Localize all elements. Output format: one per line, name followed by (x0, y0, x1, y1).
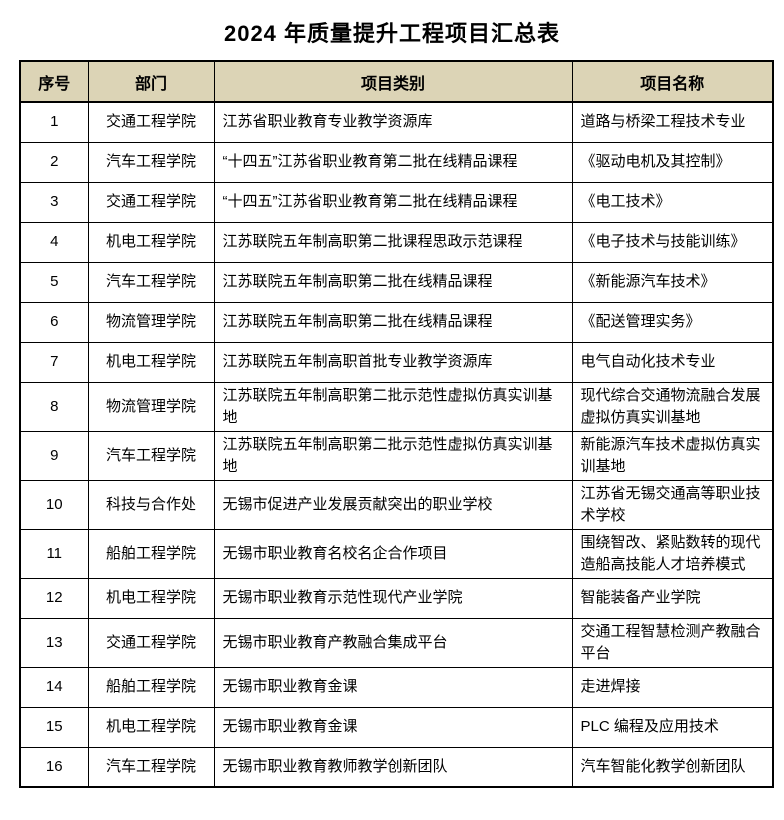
page-title: 2024 年质量提升工程项目汇总表 (223, 21, 561, 46)
row-number-cell: 6 (19, 301, 89, 343)
name-cell: 交通工程智慧检测产教融合平台 (571, 617, 774, 668)
category-cell: 江苏联院五年制高职首批专业教学资源库 (213, 341, 573, 383)
category-cell: 无锡市职业教育教师教学创新团队 (213, 746, 573, 788)
name-cell: 智能装备产业学院 (571, 577, 774, 619)
dept-cell: 机电工程学院 (87, 706, 215, 748)
column-header-no: 序号 (19, 60, 89, 103)
column-header-category: 项目类别 (213, 60, 573, 103)
table-row: 13 交通工程学院 无锡市职业教育产教融合集成平台 交通工程智慧检测产教融合平台 (19, 617, 774, 668)
name-cell: 现代综合交通物流融合发展虚拟仿真实训基地 (571, 381, 774, 432)
dept-cell: 交通工程学院 (87, 101, 215, 143)
name-cell: 围绕智改、紧贴数转的现代造船高技能人才培养模式 (571, 528, 774, 579)
dept-cell: 汽车工程学院 (87, 746, 215, 788)
row-number-cell: 14 (19, 666, 89, 708)
dept-cell: 机电工程学院 (87, 577, 215, 619)
row-number-cell: 12 (19, 577, 89, 619)
category-cell: 无锡市职业教育名校名企合作项目 (213, 528, 573, 579)
row-number-cell: 4 (19, 221, 89, 263)
table-row: 11 船舶工程学院 无锡市职业教育名校名企合作项目 围绕智改、紧贴数转的现代造船高技能… (19, 528, 774, 579)
dept-cell: 船舶工程学院 (87, 528, 215, 579)
category-cell: 无锡市职业教育金课 (213, 706, 573, 748)
dept-cell: 汽车工程学院 (87, 261, 215, 303)
row-number-cell: 15 (19, 706, 89, 748)
table-row: 4 机电工程学院 江苏联院五年制高职第二批课程思政示范课程 《电子技术与技能训练》 (19, 221, 774, 263)
dept-cell: 物流管理学院 (87, 301, 215, 343)
dept-cell: 汽车工程学院 (87, 141, 215, 183)
name-cell: 《驱动电机及其控制》 (571, 141, 774, 183)
name-cell: 道路与桥梁工程技术专业 (571, 101, 774, 143)
name-cell: 新能源汽车技术虚拟仿真实训基地 (571, 430, 774, 481)
table-body: 1 交通工程学院 江苏省职业教育专业教学资源库 道路与桥梁工程技术专业 2 汽车工程学院 “… (19, 101, 774, 788)
column-header-name: 项目名称 (571, 60, 774, 103)
table-row: 6 物流管理学院 江苏联院五年制高职第二批在线精品课程 《配送管理实务》 (19, 301, 774, 343)
row-number-cell: 5 (19, 261, 89, 303)
name-cell: 《电子技术与技能训练》 (571, 221, 774, 263)
projects-table: 序号 部门 项目类别 项目名称 1 交通工程学院 江苏省职业教育专业教学资源库 道路与… (19, 60, 774, 788)
category-cell: 无锡市职业教育金课 (213, 666, 573, 708)
column-header-dept: 部门 (87, 60, 215, 103)
dept-cell: 交通工程学院 (87, 181, 215, 223)
category-cell: 江苏联院五年制高职第二批示范性虚拟仿真实训基地 (213, 381, 573, 432)
category-cell: 江苏联院五年制高职第二批课程思政示范课程 (213, 221, 573, 263)
table-row: 12 机电工程学院 无锡市职业教育示范性现代产业学院 智能装备产业学院 (19, 577, 774, 619)
row-number-cell: 7 (19, 341, 89, 383)
dept-cell: 物流管理学院 (87, 381, 215, 432)
name-cell: 《电工技术》 (571, 181, 774, 223)
dept-cell: 交通工程学院 (87, 617, 215, 668)
row-number-cell: 11 (19, 528, 89, 579)
name-cell: PLC 编程及应用技术 (571, 706, 774, 748)
row-number-cell: 9 (19, 430, 89, 481)
dept-cell: 科技与合作处 (87, 479, 215, 530)
category-cell: “十四五”江苏省职业教育第二批在线精品课程 (213, 141, 573, 183)
category-cell: 江苏联院五年制高职第二批在线精品课程 (213, 261, 573, 303)
name-cell: 《配送管理实务》 (571, 301, 774, 343)
category-cell: 无锡市促进产业发展贡献突出的职业学校 (213, 479, 573, 530)
table-row: 3 交通工程学院 “十四五”江苏省职业教育第二批在线精品课程 《电工技术》 (19, 181, 774, 223)
name-cell: 《新能源汽车技术》 (571, 261, 774, 303)
page: 2024 年质量提升工程项目汇总表 序号 部门 项目类别 项目名称 1 交通工程学… (0, 16, 784, 820)
row-number-cell: 1 (19, 101, 89, 143)
name-cell: 走进焊接 (571, 666, 774, 708)
row-number-cell: 13 (19, 617, 89, 668)
name-cell: 江苏省无锡交通高等职业技术学校 (571, 479, 774, 530)
table-row: 5 汽车工程学院 江苏联院五年制高职第二批在线精品课程 《新能源汽车技术》 (19, 261, 774, 303)
table-row: 7 机电工程学院 江苏联院五年制高职首批专业教学资源库 电气自动化技术专业 (19, 341, 774, 383)
header-row: 序号 部门 项目类别 项目名称 (19, 60, 774, 103)
category-cell: 无锡市职业教育产教融合集成平台 (213, 617, 573, 668)
category-cell: “十四五”江苏省职业教育第二批在线精品课程 (213, 181, 573, 223)
category-cell: 无锡市职业教育示范性现代产业学院 (213, 577, 573, 619)
table-row: 16 汽车工程学院 无锡市职业教育教师教学创新团队 汽车智能化教学创新团队 (19, 746, 774, 788)
row-number-cell: 10 (19, 479, 89, 530)
dept-cell: 汽车工程学院 (87, 430, 215, 481)
row-number-cell: 3 (19, 181, 89, 223)
table-row: 9 汽车工程学院 江苏联院五年制高职第二批示范性虚拟仿真实训基地 新能源汽车技术虚拟仿… (19, 430, 774, 481)
category-cell: 江苏联院五年制高职第二批示范性虚拟仿真实训基地 (213, 430, 573, 481)
category-cell: 江苏省职业教育专业教学资源库 (213, 101, 573, 143)
dept-cell: 船舶工程学院 (87, 666, 215, 708)
dept-cell: 机电工程学院 (87, 341, 215, 383)
category-cell: 江苏联院五年制高职第二批在线精品课程 (213, 301, 573, 343)
dept-cell: 机电工程学院 (87, 221, 215, 263)
row-number-cell: 8 (19, 381, 89, 432)
table-row: 10 科技与合作处 无锡市促进产业发展贡献突出的职业学校 江苏省无锡交通高等职业技术学… (19, 479, 774, 530)
table-header: 序号 部门 项目类别 项目名称 (19, 60, 774, 103)
row-number-cell: 2 (19, 141, 89, 183)
table-row: 8 物流管理学院 江苏联院五年制高职第二批示范性虚拟仿真实训基地 现代综合交通物流融合… (19, 381, 774, 432)
name-cell: 汽车智能化教学创新团队 (571, 746, 774, 788)
row-number-cell: 16 (19, 746, 89, 788)
table-row: 2 汽车工程学院 “十四五”江苏省职业教育第二批在线精品课程 《驱动电机及其控制》 (19, 141, 774, 183)
table-row: 1 交通工程学院 江苏省职业教育专业教学资源库 道路与桥梁工程技术专业 (19, 101, 774, 143)
table-row: 15 机电工程学院 无锡市职业教育金课 PLC 编程及应用技术 (19, 706, 774, 748)
table-row: 14 船舶工程学院 无锡市职业教育金课 走进焊接 (19, 666, 774, 708)
name-cell: 电气自动化技术专业 (571, 341, 774, 383)
